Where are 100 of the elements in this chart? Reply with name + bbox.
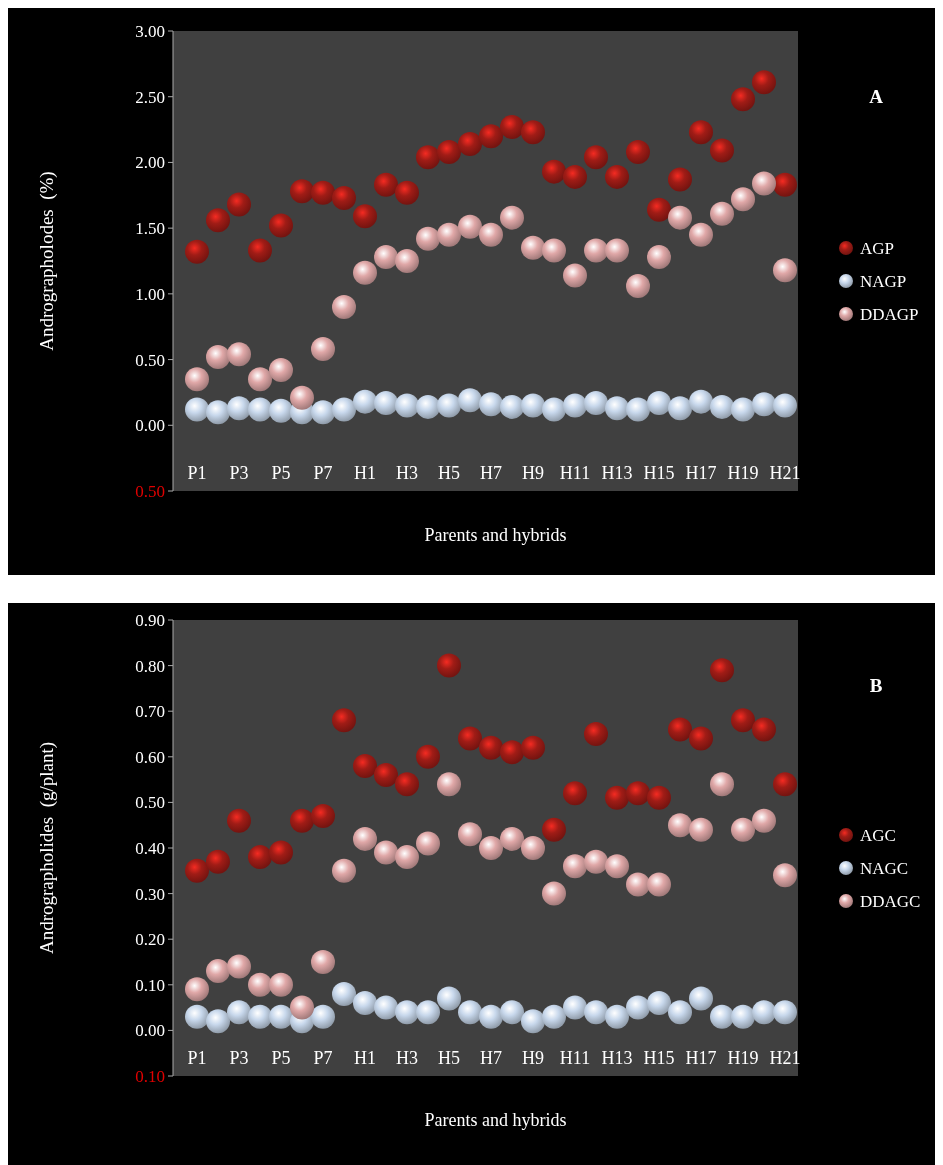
point xyxy=(437,653,461,678)
point xyxy=(689,986,713,1011)
y-tick-label: 0.50 xyxy=(135,481,165,501)
point xyxy=(605,854,629,879)
point xyxy=(500,1000,524,1025)
point xyxy=(395,845,419,870)
point xyxy=(584,722,608,746)
point xyxy=(710,138,734,163)
point xyxy=(647,390,671,415)
point xyxy=(647,785,671,810)
point xyxy=(416,831,440,856)
point xyxy=(311,1004,335,1029)
point xyxy=(332,858,356,883)
point xyxy=(521,235,545,260)
point xyxy=(647,245,671,270)
point xyxy=(500,205,524,230)
point xyxy=(710,658,734,683)
point xyxy=(227,1000,251,1025)
point xyxy=(668,813,692,838)
point xyxy=(248,972,272,997)
point xyxy=(500,826,524,851)
point xyxy=(731,817,755,842)
point xyxy=(206,1009,230,1034)
point xyxy=(353,389,377,414)
x-tick-label: H1 xyxy=(354,463,376,483)
point xyxy=(227,396,251,421)
x-tick-label: H1 xyxy=(354,1048,376,1068)
point xyxy=(374,763,398,788)
point xyxy=(185,858,209,883)
point xyxy=(185,239,209,264)
point xyxy=(521,1009,545,1034)
point xyxy=(773,172,797,197)
text: A xyxy=(869,86,884,107)
point xyxy=(437,222,461,247)
point xyxy=(773,1000,797,1025)
point xyxy=(206,849,230,874)
x-tick-label: H7 xyxy=(480,1048,502,1068)
point xyxy=(416,1000,440,1025)
point xyxy=(710,772,734,797)
x-tick-label: H19 xyxy=(727,1048,759,1068)
point xyxy=(479,1004,503,1029)
point xyxy=(332,708,356,733)
point xyxy=(689,120,713,145)
point xyxy=(269,358,293,383)
point xyxy=(479,392,503,417)
point xyxy=(248,1004,272,1029)
x-tick-label: H5 xyxy=(438,463,460,483)
y-tick-label: 0.90 xyxy=(135,610,165,630)
point xyxy=(752,1000,776,1025)
point xyxy=(227,342,251,367)
y-tick-label: 1.50 xyxy=(135,219,165,239)
point xyxy=(290,808,314,833)
point xyxy=(668,717,692,742)
point xyxy=(290,179,314,204)
x-tick-label: H19 xyxy=(727,463,759,483)
x-tick-label: H11 xyxy=(559,1048,591,1068)
x-tick-label: P3 xyxy=(229,1048,249,1068)
x-tick-label: P3 xyxy=(229,463,249,483)
y-tick-label: 0.60 xyxy=(135,747,165,767)
point xyxy=(752,717,776,742)
point xyxy=(647,872,671,897)
text: B xyxy=(869,675,883,696)
point xyxy=(668,167,692,192)
point xyxy=(626,872,650,897)
point xyxy=(248,845,272,870)
point xyxy=(311,804,335,829)
point xyxy=(374,245,398,270)
point xyxy=(563,781,587,806)
point xyxy=(185,977,209,1002)
y-tick-label: 0.30 xyxy=(135,884,165,904)
point xyxy=(374,840,398,865)
point xyxy=(458,214,482,239)
point xyxy=(689,817,713,842)
point xyxy=(269,398,293,423)
x-tick-label: H17 xyxy=(685,1048,717,1068)
point xyxy=(311,337,335,362)
y-tick-label: 2.00 xyxy=(135,153,165,173)
x-tick-label: H15 xyxy=(643,1048,675,1068)
point xyxy=(416,744,440,769)
point xyxy=(584,238,608,263)
point xyxy=(437,772,461,797)
point xyxy=(668,1000,692,1025)
point xyxy=(563,854,587,879)
point xyxy=(311,950,335,974)
point xyxy=(752,808,776,833)
y-tick-label: 3.00 xyxy=(135,21,165,41)
point xyxy=(710,1004,734,1029)
point xyxy=(416,145,440,170)
point xyxy=(353,204,377,229)
point xyxy=(248,397,272,422)
point xyxy=(332,397,356,422)
x-tick-label: H15 xyxy=(643,463,675,483)
point xyxy=(206,400,230,425)
legend-label: AGP xyxy=(860,238,895,258)
point xyxy=(206,344,230,369)
point xyxy=(563,995,587,1020)
point xyxy=(605,164,629,189)
point xyxy=(248,367,272,392)
point xyxy=(269,213,293,238)
y-tick-label: 0.10 xyxy=(135,975,165,995)
